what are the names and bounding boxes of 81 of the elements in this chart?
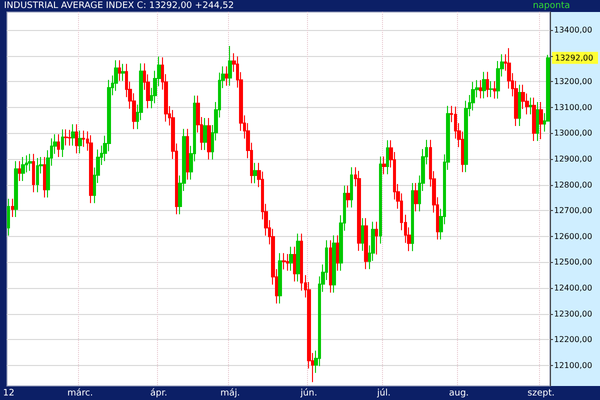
- candlestick: [43, 156, 46, 198]
- candlestick: [18, 160, 21, 182]
- y-tick-label: 13000,00: [554, 128, 592, 138]
- y-tick-label: 12500,00: [554, 258, 592, 267]
- candlestick: [121, 63, 125, 82]
- x-tick-label: máj.: [220, 388, 240, 398]
- candlestick: [7, 198, 10, 236]
- candlestick: [14, 160, 18, 218]
- y-tick-label: 12900,00: [554, 154, 592, 164]
- candlestick: [186, 128, 189, 180]
- candlestick: [486, 71, 489, 98]
- x-tick-label: jún.: [299, 388, 318, 398]
- candlestick: [411, 182, 414, 252]
- candlestick: [518, 84, 521, 127]
- candlestick: [289, 246, 293, 272]
- candlestick: [346, 185, 350, 208]
- y-tick-label: 13100,00: [554, 102, 592, 112]
- candlestick: [286, 253, 289, 272]
- candlestick: [536, 102, 539, 142]
- candlestick: [28, 153, 32, 172]
- y-tick-label: 12300,00: [554, 309, 592, 318]
- y-tick-label: 13400,00: [554, 26, 592, 35]
- candlestick: [118, 60, 121, 82]
- candlestick: [89, 134, 93, 204]
- candlestick: [332, 234, 336, 294]
- y-tick-label: 12200,00: [554, 335, 592, 344]
- candlestick: [375, 221, 378, 255]
- candlestick: [329, 240, 332, 294]
- text: naponta: [532, 0, 570, 12]
- candlestick: [336, 234, 339, 272]
- candlestick: [57, 134, 60, 158]
- candlestick: [382, 156, 386, 175]
- candlestick: [36, 157, 39, 193]
- x-tick-label: szept.: [528, 388, 555, 398]
- candlestick: [296, 233, 300, 282]
- candlestick: [225, 66, 228, 86]
- candlestick: [253, 162, 257, 184]
- candlestick: [278, 252, 282, 304]
- candlestick: [379, 156, 382, 244]
- candlestick: [228, 46, 232, 86]
- candlestick: [114, 60, 118, 92]
- x-tick-label: aug.: [448, 388, 469, 398]
- candlestick: [32, 153, 35, 193]
- candlestick: [539, 102, 543, 140]
- candlestick: [386, 140, 389, 175]
- chart-title: INDUSTRIAL AVERAGE INDEX C: 13292,00 +244,52: [4, 0, 234, 12]
- candlestick: [293, 246, 296, 282]
- candlestick: [479, 80, 482, 99]
- x-tick-label: júl.: [376, 388, 391, 398]
- candlestick: [207, 118, 211, 160]
- candlestick: [82, 130, 85, 148]
- candlestick: [61, 128, 64, 158]
- candlestick: [493, 80, 496, 100]
- x-tick-label: márc.: [67, 388, 93, 398]
- x-tick-label: ápr.: [150, 388, 168, 398]
- text: 13292,00: [555, 53, 594, 62]
- x-tick-label: 12: [2, 388, 14, 398]
- candlestick: [414, 182, 418, 212]
- candlestick: [482, 71, 486, 99]
- candlestick: [78, 130, 82, 154]
- candlestick: [71, 124, 75, 146]
- candlestick: [203, 118, 207, 150]
- candlestick: [489, 80, 493, 98]
- candlestick: [64, 128, 68, 146]
- y-tick-label: 12800,00: [554, 180, 592, 190]
- y-tick-label: 12400,00: [554, 283, 592, 292]
- candlestick: [68, 129, 71, 146]
- candlestick: [529, 97, 532, 115]
- candlestick: [364, 218, 368, 270]
- y-tick-label: 12700,00: [554, 206, 592, 216]
- candlestick: [282, 252, 286, 270]
- candlestick: [21, 156, 25, 182]
- candlestick: [361, 218, 364, 252]
- candlestick: [11, 198, 14, 218]
- candlestick: [532, 97, 536, 142]
- candlestick: [350, 166, 353, 208]
- y-tick-label: 13200,00: [554, 77, 592, 86]
- candlestick: [357, 170, 361, 252]
- candlestick: [75, 124, 78, 154]
- y-tick-label: 12600,00: [554, 232, 592, 241]
- y-tick-label: 12100,00: [554, 360, 592, 370]
